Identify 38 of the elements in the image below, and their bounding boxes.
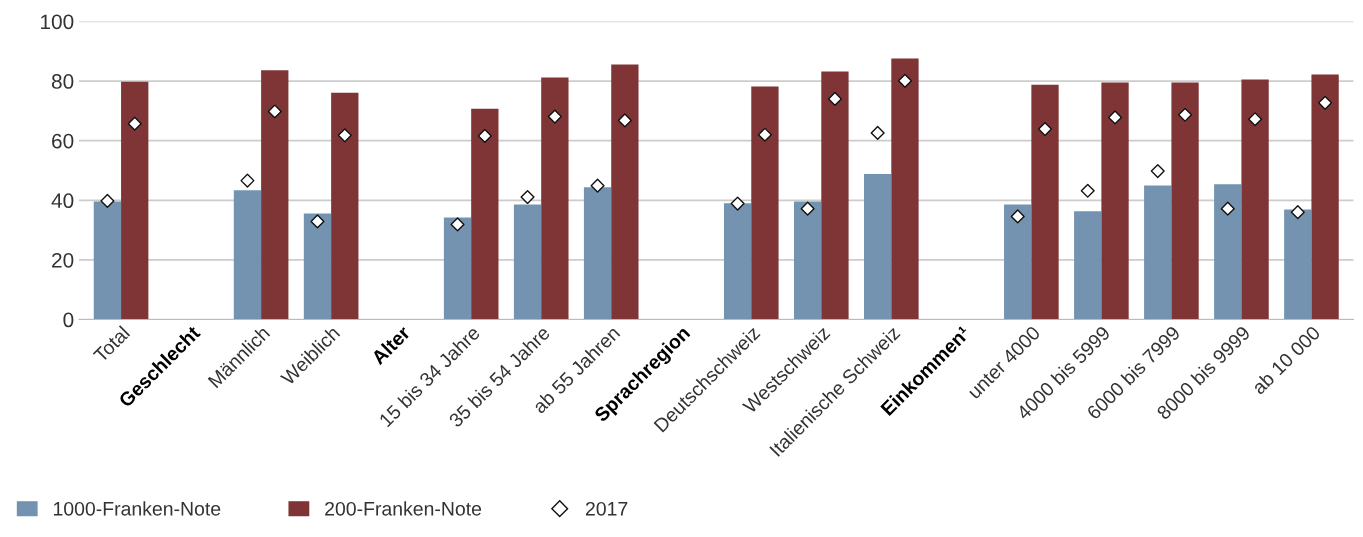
bar — [1004, 204, 1032, 320]
bar — [471, 108, 499, 320]
bar — [443, 217, 472, 320]
legend-label: 2017 — [585, 501, 628, 516]
bar — [1311, 74, 1339, 320]
bar — [1214, 184, 1242, 320]
legend-label: 1000-Franken-Note — [53, 501, 221, 516]
y-tick-label: 100 — [41, 14, 74, 30]
bar — [821, 71, 849, 320]
x-tick-label: ab 10 000 — [1250, 324, 1322, 396]
bar — [541, 77, 569, 320]
bar — [261, 70, 289, 320]
bar — [793, 201, 822, 320]
y-tick-label: 20 — [52, 252, 74, 268]
bar — [611, 64, 639, 320]
legend-label: 200-Franken-Note — [325, 501, 482, 516]
bar — [864, 174, 892, 320]
bar — [891, 58, 919, 320]
bar — [1074, 211, 1102, 320]
bar — [1144, 185, 1172, 320]
bar — [93, 201, 122, 320]
y-tick-label: 80 — [51, 74, 74, 89]
y-tick-label: 0 — [63, 312, 74, 328]
y-tick-label: 40 — [51, 193, 74, 209]
bar — [121, 81, 149, 320]
bar — [583, 187, 612, 320]
bar — [233, 190, 262, 320]
bar — [1031, 84, 1059, 320]
bar — [303, 213, 332, 320]
bar — [1101, 82, 1129, 320]
bar — [1171, 82, 1199, 320]
y-tick-label: 60 — [52, 133, 74, 149]
bar — [723, 203, 752, 320]
bar — [1284, 209, 1312, 320]
bar — [331, 92, 359, 320]
bar — [513, 204, 542, 320]
bar — [1241, 79, 1269, 320]
bar — [751, 86, 779, 320]
